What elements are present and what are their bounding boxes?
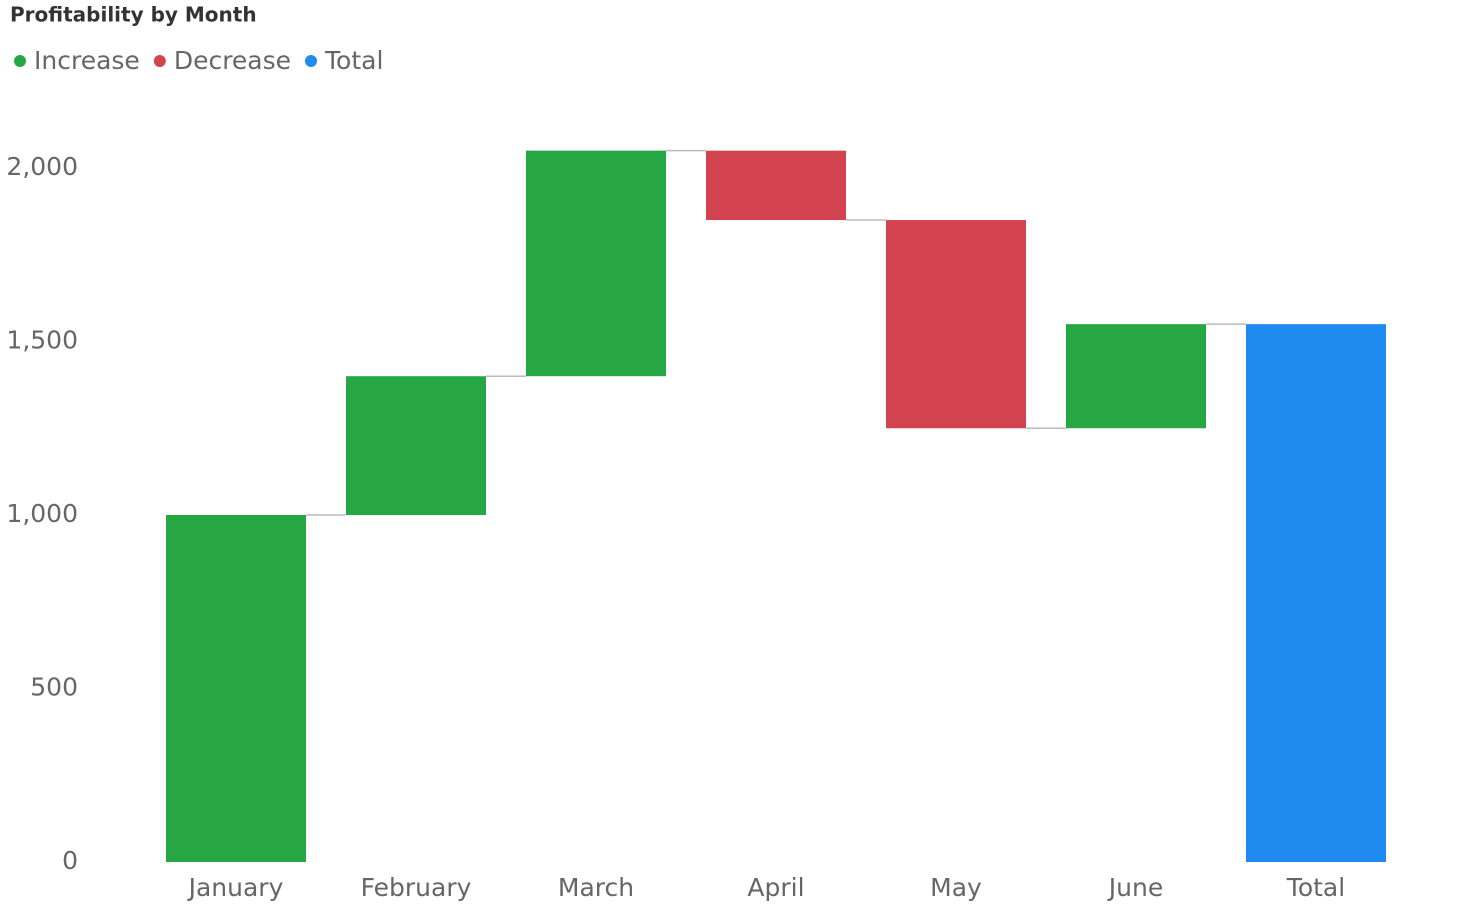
bar: [526, 150, 666, 377]
legend-marker: [153, 55, 166, 67]
legend-label: Decrease: [174, 46, 291, 75]
y-tick-label: 1,500: [6, 326, 78, 355]
bar: [1246, 324, 1386, 862]
bar: [166, 515, 306, 862]
chart-title: Profitability by Month: [10, 3, 257, 27]
x-tick-label: January: [187, 873, 284, 902]
legend-marker: [14, 55, 26, 67]
bar: [1066, 324, 1206, 429]
x-tick-label: March: [558, 873, 634, 902]
y-tick-label: 2,000: [6, 152, 78, 181]
x-tick-label: June: [1107, 873, 1163, 902]
y-tick-label: 1,000: [6, 499, 78, 528]
x-tick-label: May: [930, 873, 982, 902]
y-tick-label: 500: [30, 673, 78, 702]
bar: [886, 220, 1026, 429]
legend-label: Total: [324, 46, 383, 75]
legend-label: Increase: [34, 46, 140, 75]
x-tick-label: Total: [1286, 873, 1345, 902]
x-tick-label: February: [361, 873, 472, 902]
x-tick-label: April: [747, 873, 804, 902]
bar: [346, 376, 486, 515]
legend-marker: [305, 55, 318, 67]
bar: [706, 150, 846, 221]
y-tick-label: 0: [62, 846, 78, 875]
